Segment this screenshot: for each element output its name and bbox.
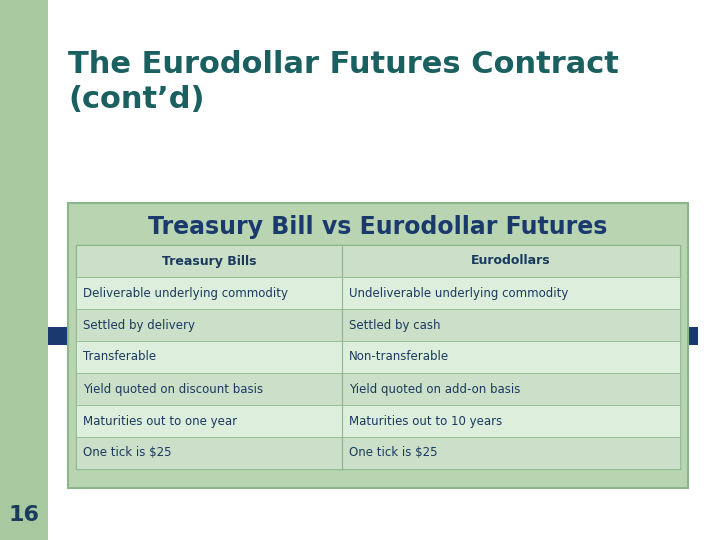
Text: The Eurodollar Futures Contract
(cont’d): The Eurodollar Futures Contract (cont’d) [68, 50, 619, 114]
Text: Maturities out to 10 years: Maturities out to 10 years [348, 415, 502, 428]
Text: Deliverable underlying commodity: Deliverable underlying commodity [83, 287, 288, 300]
Bar [76, 277, 680, 309]
Text: One tick is $25: One tick is $25 [83, 447, 171, 460]
Text: Treasury Bills: Treasury Bills [161, 254, 256, 267]
Text: Undeliverable underlying commodity: Undeliverable underlying commodity [348, 287, 568, 300]
Text: Settled by delivery: Settled by delivery [83, 319, 195, 332]
Bar [76, 341, 680, 373]
Bar [76, 405, 680, 437]
Text: 16: 16 [9, 505, 40, 525]
Text: One tick is $25: One tick is $25 [348, 447, 437, 460]
Text: Treasury Bill vs Eurodollar Futures: Treasury Bill vs Eurodollar Futures [148, 215, 608, 239]
Text: Yield quoted on discount basis: Yield quoted on discount basis [83, 382, 263, 395]
Text: Non-transferable: Non-transferable [348, 350, 449, 363]
Text: Eurodollars: Eurodollars [471, 254, 551, 267]
Bar [76, 309, 680, 341]
Text: Transferable: Transferable [83, 350, 156, 363]
Bar [0, 0, 48, 540]
Text: Yield quoted on add-on basis: Yield quoted on add-on basis [348, 382, 520, 395]
Bar [68, 203, 688, 488]
Bar [76, 437, 680, 469]
Bar [76, 245, 680, 277]
Text: Maturities out to one year: Maturities out to one year [83, 415, 237, 428]
Bar [76, 245, 680, 469]
Bar [48, 327, 698, 345]
Bar [76, 373, 680, 405]
Text: Settled by cash: Settled by cash [348, 319, 440, 332]
